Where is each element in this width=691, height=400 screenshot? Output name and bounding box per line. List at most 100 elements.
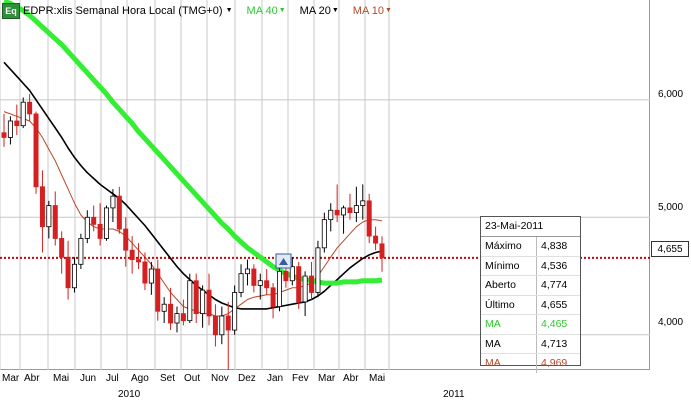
candle-body — [251, 268, 257, 286]
candle-body — [136, 259, 142, 263]
x-month-label: Mai — [369, 373, 386, 384]
candle-body — [232, 292, 238, 331]
candle-body — [225, 315, 231, 331]
candle-body — [168, 303, 174, 324]
candle-body — [59, 238, 65, 258]
candle-body — [296, 266, 302, 303]
candle-body — [78, 238, 84, 265]
x-year-label: 2011 — [443, 389, 465, 400]
x-month-label: Jul — [106, 373, 119, 384]
ma10-legend[interactable]: MA 10 — [352, 4, 384, 17]
candle-body — [39, 186, 45, 228]
candle-body — [155, 268, 161, 312]
x-month-label: Mar — [318, 373, 336, 384]
ma20-line — [3, 61, 383, 310]
candle-body — [33, 113, 39, 188]
event-marker-arrow-icon — [279, 258, 288, 265]
info-row: Aberto 4,774 — [481, 276, 580, 296]
info-value: 4,713 — [541, 337, 568, 350]
candle-body — [161, 303, 167, 312]
info-key: Último — [481, 295, 537, 314]
candle-body — [46, 205, 52, 228]
info-row: Último 4,655 — [481, 295, 580, 315]
candle-body — [283, 270, 289, 282]
x-month-label: Nov — [211, 373, 229, 384]
info-value: 4,969 — [541, 357, 568, 369]
candle-body — [142, 261, 148, 284]
y-tick-label: 6,000 — [658, 89, 684, 100]
last-price-flag: 4,655 — [651, 241, 689, 257]
candle-body — [373, 235, 379, 244]
candle-body — [65, 256, 71, 289]
candle-body — [315, 247, 321, 293]
candle-body — [257, 280, 263, 286]
info-row: MA 4,969 — [481, 354, 580, 373]
ma20-dropdown-icon[interactable]: ▼ — [331, 7, 339, 14]
info-row: Mínimo 4,536 — [481, 256, 580, 276]
x-month-label: Dez — [238, 373, 256, 384]
x-month-label: Abr — [343, 373, 359, 384]
info-value: 4,774 — [541, 279, 568, 291]
candle-body — [264, 280, 270, 289]
info-value: 4,655 — [541, 298, 568, 311]
candle-body — [341, 207, 347, 216]
candle-body — [302, 275, 308, 303]
candle-body — [193, 280, 199, 315]
x-month-label: Fev — [292, 373, 309, 384]
candle-body — [52, 205, 58, 239]
candle-body — [27, 101, 33, 115]
candle-body — [289, 266, 295, 282]
info-key: Mínimo — [481, 256, 537, 275]
info-value: 4,536 — [541, 259, 568, 272]
candle-body — [379, 243, 385, 259]
candle-body — [309, 275, 315, 293]
candle-body — [110, 195, 116, 209]
info-key: MA — [481, 354, 537, 373]
candle-body — [84, 216, 90, 239]
candle-body — [276, 270, 282, 307]
candle-body — [219, 315, 225, 336]
ma40-dropdown-icon[interactable]: ▼ — [278, 7, 286, 14]
candle-body — [212, 315, 218, 336]
candle-body — [347, 207, 353, 214]
info-row: MA 4,713 — [481, 334, 580, 354]
info-box: 23-Mai-2011 Máximo 4,838 Mínimo 4,536 Aber… — [480, 216, 581, 373]
x-month-label: Jun — [80, 373, 97, 384]
dropdown-icon[interactable]: ▼ — [225, 7, 233, 14]
instrument-title[interactable]: EDPR:xlis Semanal Hora Local (TMG+0) — [23, 4, 223, 17]
plot-area[interactable] — [0, 0, 650, 370]
ma40-legend[interactable]: MA 40 — [246, 4, 278, 17]
candle-body — [180, 313, 186, 322]
info-row: MA 4,465 — [481, 315, 580, 335]
info-value: 4,838 — [541, 240, 568, 252]
candle-body — [20, 101, 26, 127]
candle-body — [129, 249, 135, 260]
info-key: MA — [481, 334, 537, 353]
candle-body — [14, 120, 20, 127]
candle-body — [1, 132, 7, 138]
candle-body — [200, 289, 206, 315]
price-chart[interactable] — [0, 0, 650, 370]
candle-body — [328, 209, 334, 221]
candle-body — [174, 313, 180, 324]
info-date: 23-Mai-2011 — [481, 217, 580, 237]
candle-body — [238, 273, 244, 293]
info-key: MA — [481, 315, 537, 334]
x-month-label: Abr — [24, 373, 40, 384]
logo-icon: Eq — [2, 2, 20, 19]
candle-body — [123, 228, 129, 251]
x-month-label: Out — [184, 373, 201, 384]
candle-body — [91, 216, 97, 225]
chart-header: Eq EDPR:xlis Semanal Hora Local (TMG+0) … — [2, 2, 406, 19]
info-row: Máximo 4,838 — [481, 237, 580, 257]
ma10-dropdown-icon[interactable]: ▼ — [384, 7, 392, 14]
x-month-label: Mar — [2, 373, 20, 384]
x-month-label: Mai — [53, 373, 70, 384]
ma20-legend[interactable]: MA 20 — [299, 4, 331, 17]
y-tick-label: 5,000 — [658, 202, 684, 213]
candle-body — [270, 287, 276, 307]
y-tick-label: 4,000 — [658, 317, 684, 328]
candle-body — [148, 268, 154, 284]
info-key: Máximo — [481, 237, 537, 256]
